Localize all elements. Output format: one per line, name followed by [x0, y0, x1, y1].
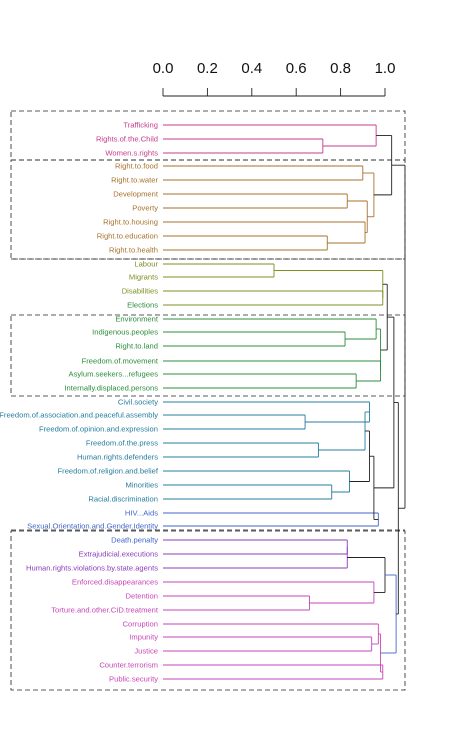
- leaf-label: Development: [113, 190, 159, 199]
- leaf-label: Torture.and.other.CID.treatment: [51, 606, 159, 615]
- leaf-label: Right.to.education: [97, 232, 158, 241]
- leaf-label: Extrajudicial.executions: [79, 550, 159, 559]
- leaf-label: Detention: [125, 592, 158, 601]
- leaf-labels: Trafficking Rights.of.the.Child Women.s.ri…: [0, 121, 159, 684]
- leaf-label: Right.to.water: [111, 176, 158, 185]
- leaf-label: Minorities: [126, 481, 159, 490]
- leaf-label: Internally.displaced.persons: [64, 384, 158, 393]
- leaf-label: Environment: [115, 315, 159, 324]
- leaf-label: Elections: [127, 301, 158, 310]
- leaf-label: Human.rights.violations.by.state.agents: [26, 564, 158, 573]
- leaf-label: Counter.terrorism: [99, 661, 158, 670]
- leaf-label: Justice: [134, 647, 158, 656]
- leaf-label: Enforced.disappearances: [72, 578, 158, 587]
- leaf-label: Asylum.seekers...refugees: [69, 370, 159, 379]
- leaf-label: Right.to.housing: [103, 218, 158, 227]
- leaf-label: Racial.discrimination: [88, 495, 158, 504]
- leaf-label: Migrants: [129, 273, 158, 282]
- leaf-label: Freedom.of.movement: [82, 357, 159, 366]
- cluster-box-4: [10, 530, 406, 691]
- leaf-label: Right.to.health: [109, 246, 158, 255]
- axis-tick-label: 0.6: [286, 60, 307, 77]
- axis-tick-label: 0.2: [197, 60, 218, 77]
- leaf-label: Trafficking: [123, 121, 158, 130]
- leaf-label: Right.to.land: [115, 342, 158, 351]
- leaf-label: Poverty: [132, 204, 158, 213]
- axis-tick-label: 0.8: [330, 60, 351, 77]
- leaf-label: Freedom.of.the.press: [86, 439, 158, 448]
- leaf-label: Indigenous.peoples: [92, 328, 158, 337]
- axis: 0.0 0.2 0.4 0.6 0.8 1.0: [153, 60, 396, 97]
- leaf-label: Freedom.of.opinion.and.expression: [39, 425, 158, 434]
- leaf-label: Impunity: [129, 633, 158, 642]
- leaf-label: Death.penalty: [111, 536, 158, 545]
- leaf-label: Freedom.of.association.and.peaceful.asse…: [0, 411, 158, 420]
- leaf-label: Sexual.Orientation.and.Gender.Identity: [27, 522, 158, 531]
- leaf-label: Civil.society: [118, 398, 158, 407]
- leaf-label: Human.rights.defenders: [77, 453, 158, 462]
- leaf-label: Right.to.food: [115, 162, 158, 171]
- leaf-label: Labour: [134, 260, 158, 269]
- axis-tick-label: 0.0: [153, 60, 174, 77]
- axis-tick-label: 1.0: [375, 60, 396, 77]
- leaf-label: Freedom.of.religion.and.belief: [58, 467, 159, 476]
- leaf-label: Women.s.rights: [105, 149, 158, 158]
- cluster-box-2: [10, 159, 406, 260]
- leaf-label: Public.security: [109, 675, 158, 684]
- leaf-label: Rights.of.the.Child: [96, 135, 158, 144]
- dendrogram-branches: [163, 124, 406, 680]
- leaf-label: Disabilities: [122, 287, 158, 296]
- leaf-label: Corruption: [123, 620, 158, 629]
- axis-tick-label: 0.4: [241, 60, 262, 77]
- leaf-label: HIV...Aids: [125, 509, 158, 518]
